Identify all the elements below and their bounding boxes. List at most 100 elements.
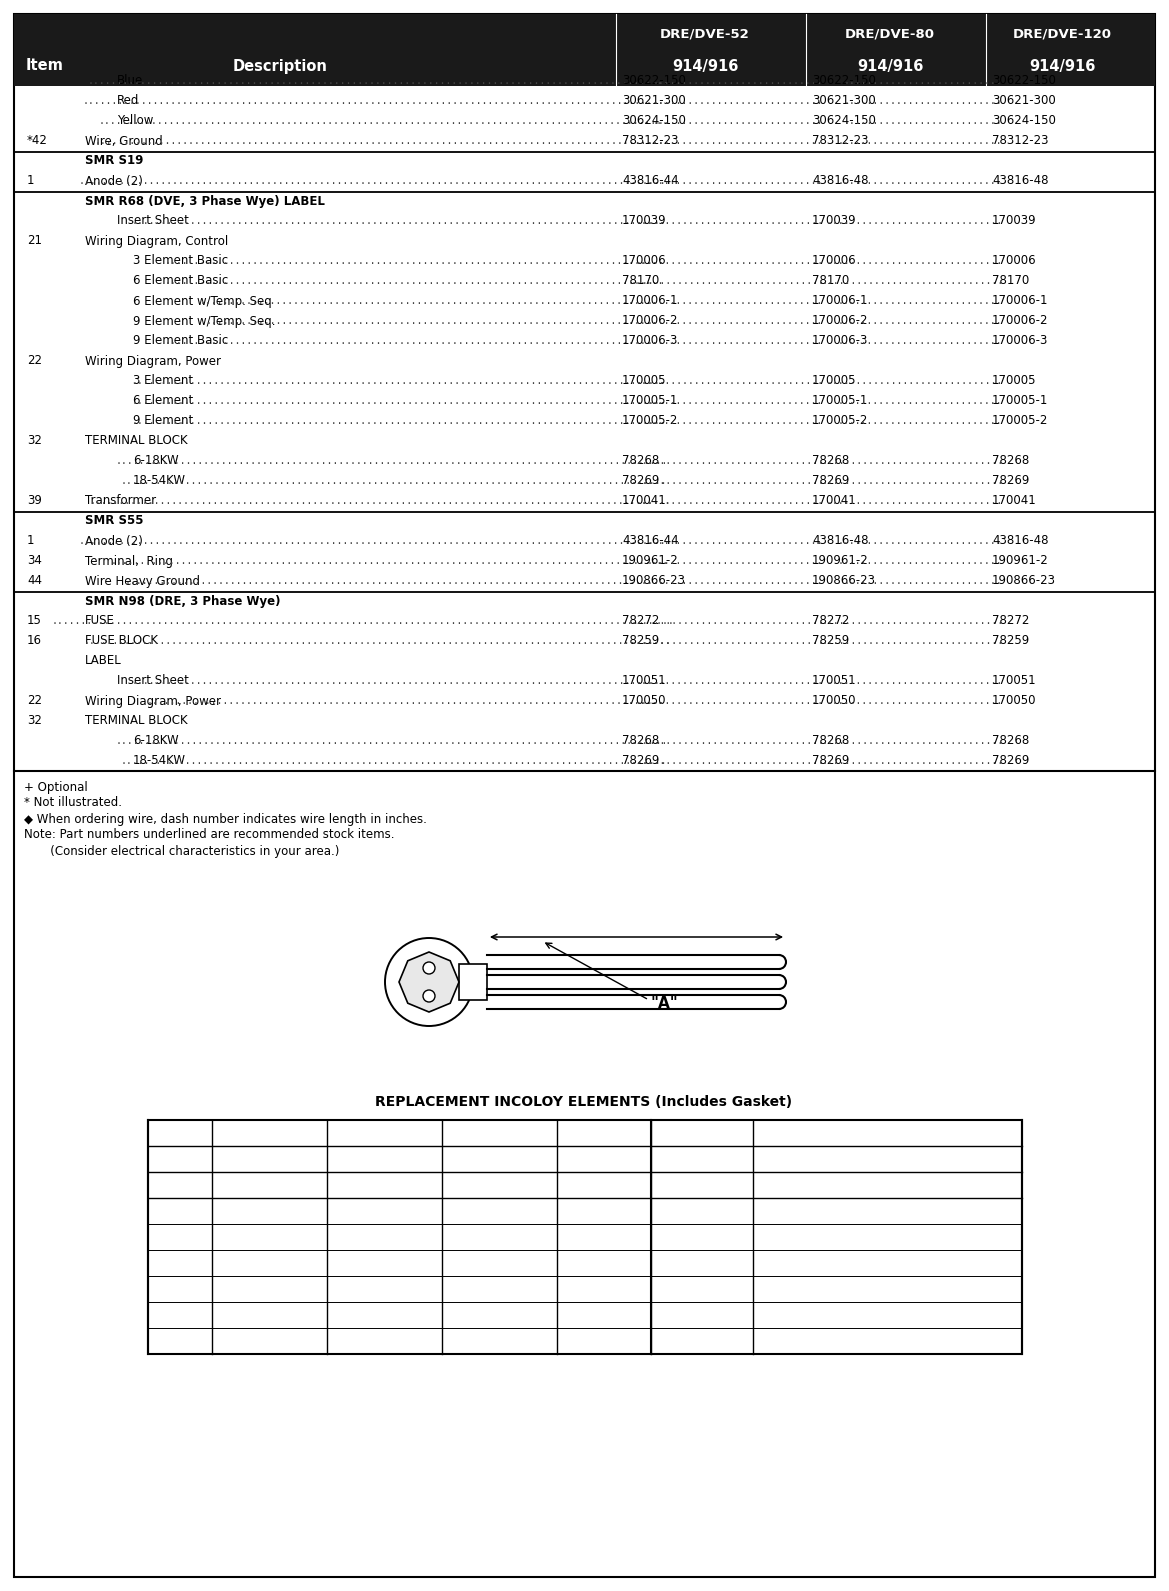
Text: Wire, Ground: Wire, Ground (85, 135, 162, 148)
Text: .................................: ................................. (630, 616, 824, 625)
Text: 190866-23: 190866-23 (622, 574, 686, 587)
Text: 30622-150: 30622-150 (992, 75, 1056, 88)
Text: 170006-3: 170006-3 (622, 334, 678, 347)
Text: .................................: ................................. (630, 756, 824, 765)
Text: TERMINAL BLOCK: TERMINAL BLOCK (85, 714, 188, 727)
Text: ................................................................................: ........................................… (51, 616, 673, 625)
Text: 170039: 170039 (622, 215, 666, 228)
Text: ................................................................................: ........................................… (131, 216, 666, 226)
Text: .............................: ............................. (652, 76, 823, 86)
Text: ...........................: ........................... (843, 95, 1002, 107)
Text: .............................: ............................. (652, 95, 823, 107)
Text: 43816-48: 43816-48 (992, 535, 1049, 547)
Text: .............................: ............................. (652, 576, 823, 585)
Text: 24001-9: 24001-9 (360, 1257, 409, 1270)
Text: ................................: ................................ (636, 676, 824, 686)
Text: ................................: ................................ (636, 256, 824, 266)
Text: 170005-1: 170005-1 (622, 395, 678, 407)
Text: 9 Element: 9 Element (133, 415, 193, 428)
Text: ................................................................................: ........................................… (95, 135, 670, 146)
Text: ...............................: ............................... (822, 476, 1003, 485)
Text: Insert Sheet: Insert Sheet (117, 215, 189, 228)
Bar (14, 14, 1155, 86)
Text: 78269: 78269 (622, 754, 659, 767)
Bar (148, 1120, 1022, 1354)
Text: ..............................: .............................. (646, 336, 823, 345)
Text: SMR S19: SMR S19 (85, 154, 144, 167)
Text: LABEL: LABEL (85, 654, 122, 668)
Circle shape (385, 939, 473, 1026)
Circle shape (423, 963, 435, 974)
Text: 43816-48: 43816-48 (992, 175, 1049, 188)
Text: ................................................................................: ........................................… (132, 375, 666, 387)
Text: 914/916: 914/916 (672, 59, 738, 73)
Text: Transformer: Transformer (85, 495, 157, 508)
Text: ................................................................................: ........................................… (111, 555, 669, 566)
Text: 170005-2: 170005-2 (992, 415, 1049, 428)
Text: *42: *42 (27, 135, 48, 148)
Text: 24001-12: 24001-12 (357, 1335, 413, 1348)
Text: 170006-2: 170006-2 (812, 315, 869, 328)
Text: 170006-1: 170006-1 (812, 294, 869, 307)
Text: 24002-5: 24002-5 (245, 1204, 293, 1217)
Text: 170050: 170050 (622, 695, 666, 708)
Text: ...........................: ........................... (843, 76, 1002, 86)
Text: 78312-23: 78312-23 (812, 135, 869, 148)
Text: 24001-10: 24001-10 (357, 1282, 413, 1295)
Text: 24004-10: 24004-10 (471, 1282, 527, 1295)
Text: ...............................: ............................... (822, 457, 1003, 466)
Text: 6 Element Basic: 6 Element Basic (133, 275, 228, 288)
Text: ............................: ............................ (838, 135, 1002, 146)
Text: FUSE BLOCK: FUSE BLOCK (85, 635, 158, 648)
Text: 30622-150: 30622-150 (622, 75, 686, 88)
Text: DRE/DVE-120: DRE/DVE-120 (1014, 27, 1112, 40)
Text: 170051: 170051 (622, 675, 666, 687)
Text: ................................................................................: ........................................… (165, 336, 664, 345)
Text: ...............................: ............................... (822, 275, 1003, 286)
Text: ................................................................................: ........................................… (98, 116, 669, 126)
Text: 24002-7: 24002-7 (245, 1230, 295, 1244)
Text: 78170: 78170 (992, 275, 1029, 288)
Text: 43816-44: 43816-44 (622, 535, 679, 547)
Text: MAX.: MAX. (873, 1153, 901, 1165)
Text: 32: 32 (27, 434, 42, 447)
Text: PHASE: PHASE (684, 1153, 720, 1165)
Text: 170051: 170051 (812, 675, 857, 687)
Text: 170050: 170050 (992, 695, 1037, 708)
Text: 24003-10: 24003-10 (673, 1282, 731, 1295)
Text: "A": "A" (650, 996, 678, 1012)
Text: ............................: ............................ (838, 317, 1002, 326)
Text: 6: 6 (177, 1335, 184, 1348)
Text: 78170: 78170 (622, 275, 659, 288)
Text: .................................: ................................. (630, 636, 824, 646)
Text: ..............................: .............................. (826, 216, 1003, 226)
Text: ..............................: .............................. (826, 256, 1003, 266)
Text: 43816-44: 43816-44 (622, 175, 679, 188)
Text: Red: Red (117, 94, 139, 108)
Text: 16-1/2": 16-1/2" (865, 1282, 909, 1295)
Text: 4: 4 (177, 1257, 184, 1270)
Text: 190961-2: 190961-2 (622, 555, 679, 568)
Text: 78312-23: 78312-23 (992, 135, 1049, 148)
Text: 78259: 78259 (992, 635, 1029, 648)
Text: 43816-48: 43816-48 (812, 175, 869, 188)
Text: ..............................: .............................. (826, 695, 1003, 706)
Text: 170005: 170005 (992, 374, 1037, 388)
Text: MAX.: MAX. (589, 1153, 618, 1165)
Text: ................................................................................: ........................................… (84, 636, 671, 646)
Text: (KW): (KW) (167, 1128, 193, 1138)
Text: 914/916: 914/916 (1030, 59, 1095, 73)
Text: * Not illustrated.: * Not illustrated. (25, 797, 122, 810)
Text: 30624-150: 30624-150 (992, 115, 1056, 127)
Text: 78268: 78268 (812, 455, 849, 468)
Text: 6-18KW: 6-18KW (133, 735, 179, 748)
Text: SMR N98 (DRE, 3 Phase Wye): SMR N98 (DRE, 3 Phase Wye) (85, 595, 281, 608)
Text: ELEMENT: ELEMENT (154, 1153, 206, 1165)
Text: 9 Element Basic: 9 Element Basic (133, 334, 228, 347)
Text: 78272: 78272 (992, 614, 1030, 627)
Text: 2: 2 (177, 1204, 184, 1217)
Text: 32: 32 (27, 714, 42, 727)
Text: ................................................................................: ........................................… (89, 496, 671, 506)
Text: 78268: 78268 (992, 455, 1029, 468)
Text: 4.5: 4.5 (171, 1282, 189, 1295)
